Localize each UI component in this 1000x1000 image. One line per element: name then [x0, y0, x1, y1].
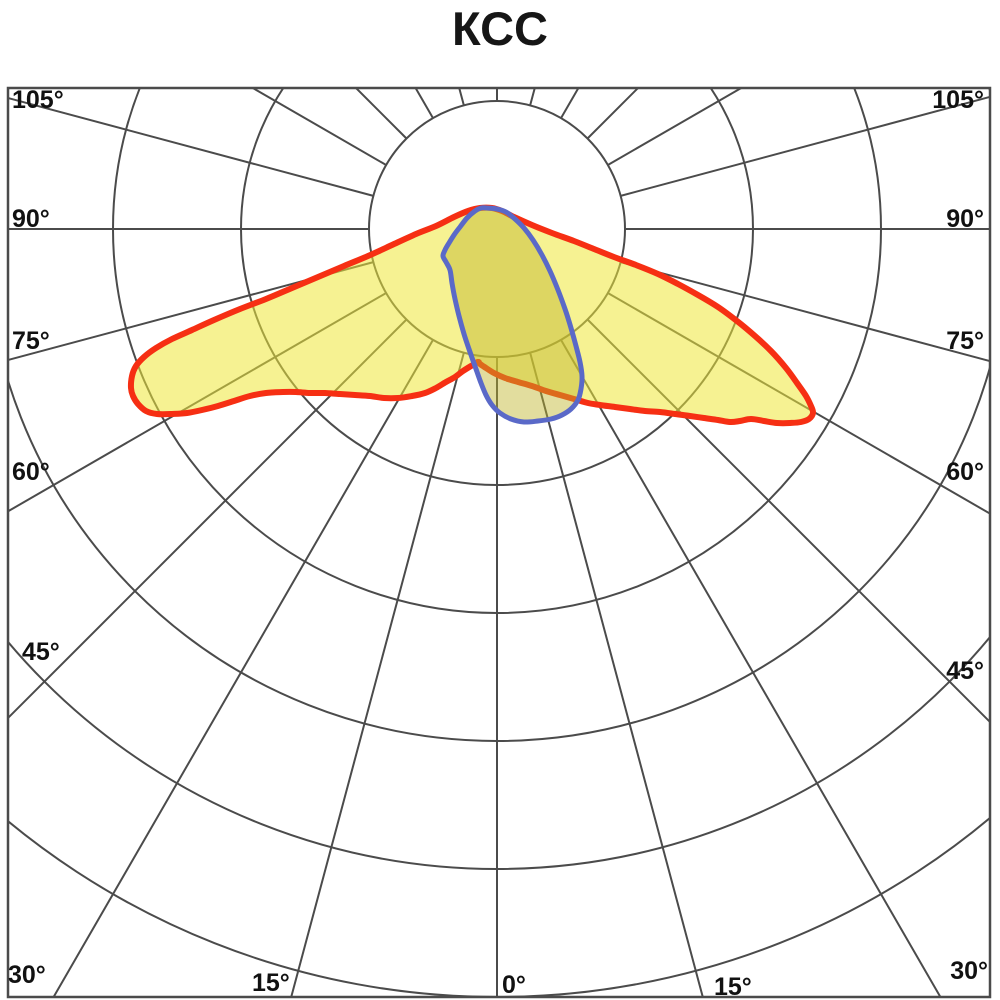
angle-label: 60° [946, 458, 984, 486]
angle-label: 15° [714, 973, 752, 1000]
grid-spoke [586, 88, 640, 140]
grid-spoke [586, 318, 990, 724]
angle-label: 45° [22, 638, 60, 666]
narrow-beam-curve [440, 205, 585, 425]
angle-label: 30° [950, 957, 988, 985]
grid-spoke [620, 95, 990, 197]
grid-spoke [458, 88, 465, 106]
grid-spoke [607, 88, 744, 166]
grid-spoke [8, 318, 408, 720]
grid-spoke [290, 352, 465, 997]
angle-label: 0° [502, 971, 526, 999]
angle-label: 90° [946, 205, 984, 233]
chart-title: КСС [452, 2, 548, 55]
angle-label: 105° [932, 86, 984, 114]
angle-label: 30° [8, 961, 46, 989]
wide-beam-curve [127, 204, 817, 427]
intensity-curves [127, 204, 817, 427]
wide-beam-curve-fill [130, 207, 814, 424]
angle-label: 75° [946, 327, 984, 355]
grid-spoke [560, 339, 942, 997]
angle-label: 15° [252, 969, 290, 997]
grid-spoke [250, 88, 387, 166]
grid-circle [8, 635, 990, 870]
grid-spoke [8, 261, 374, 362]
grid-spoke [620, 261, 990, 363]
angle-label: 90° [12, 205, 50, 233]
angle-label: 45° [946, 657, 984, 685]
plot-border [6, 86, 992, 999]
grid-spoke [529, 352, 704, 997]
grid-spoke [52, 339, 434, 997]
grid-spoke [8, 96, 374, 197]
grid-spoke [354, 88, 408, 140]
grid-spoke [529, 88, 536, 106]
angle-label: 75° [12, 327, 50, 355]
angle-label: 105° [12, 86, 64, 114]
angle-labels: 105° 90° 75° 60° 45° 30° 105° 90° 75° 60° 45° 30° 15… [8, 86, 988, 1000]
angle-label: 60° [12, 458, 50, 486]
